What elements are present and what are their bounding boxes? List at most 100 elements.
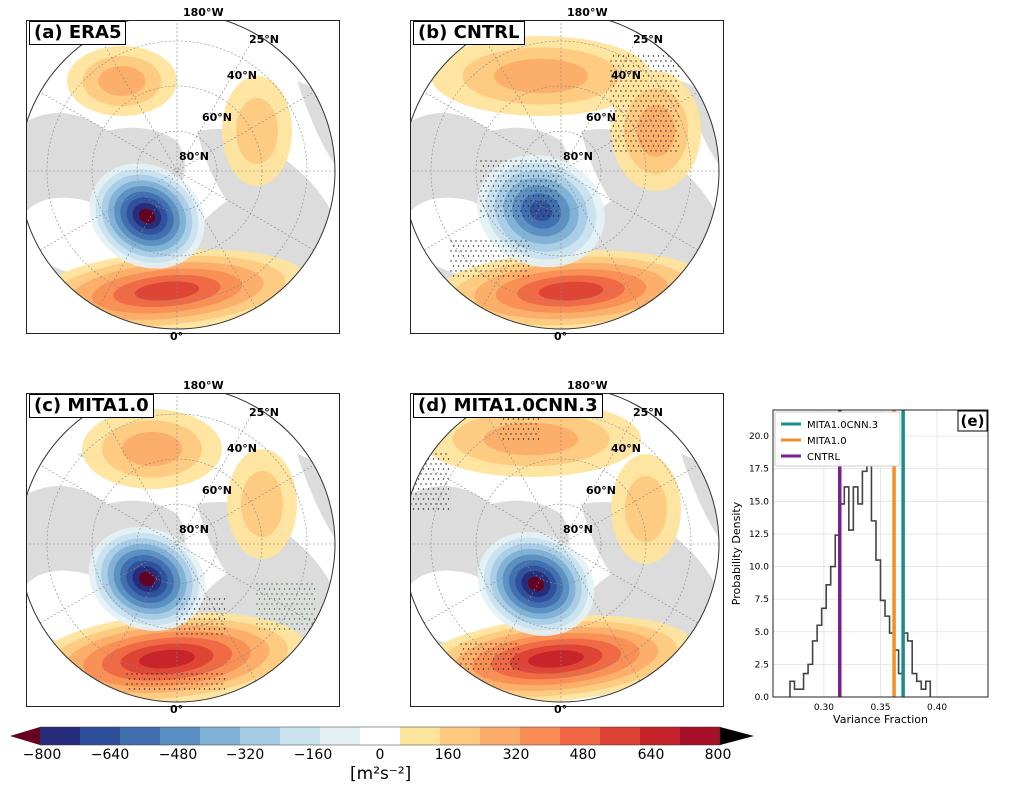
significance-dot bbox=[515, 270, 517, 272]
significance-dot bbox=[545, 210, 547, 212]
significance-dot bbox=[420, 463, 422, 465]
significance-dot bbox=[625, 130, 627, 132]
significance-dot bbox=[480, 250, 482, 252]
significance-dot bbox=[203, 618, 206, 620]
significance-dot bbox=[645, 110, 647, 112]
significance-dot bbox=[485, 190, 487, 192]
significance-dot bbox=[133, 678, 136, 680]
significance-dot bbox=[655, 140, 657, 142]
significance-dot bbox=[517, 428, 520, 430]
significance-dot bbox=[311, 603, 313, 605]
significance-dot bbox=[417, 468, 420, 470]
significance-dot bbox=[472, 658, 475, 660]
significance-dot bbox=[467, 668, 470, 670]
significance-dot bbox=[667, 85, 670, 87]
significance-dot bbox=[208, 608, 211, 610]
x-tick-label: 0.40 bbox=[927, 703, 947, 713]
significance-dot bbox=[652, 115, 655, 117]
colorbar-segment bbox=[40, 727, 81, 745]
significance-dot bbox=[550, 210, 552, 212]
significance-dot bbox=[432, 468, 435, 470]
significance-dot bbox=[650, 150, 652, 152]
significance-dot bbox=[627, 125, 630, 127]
significance-dot bbox=[497, 175, 500, 177]
significance-dot bbox=[211, 623, 213, 625]
significance-dot bbox=[512, 428, 515, 430]
significance-dot bbox=[510, 190, 512, 192]
land-mass bbox=[297, 81, 335, 171]
significance-dot bbox=[475, 643, 477, 645]
significance-dot bbox=[482, 185, 485, 187]
significance-dot bbox=[168, 688, 171, 690]
significance-dot bbox=[515, 190, 517, 192]
negative-anomaly-contour bbox=[138, 571, 156, 587]
significance-dot bbox=[490, 200, 492, 202]
significance-dot bbox=[201, 673, 203, 675]
significance-dot bbox=[677, 105, 680, 107]
legend-box bbox=[774, 411, 901, 467]
significance-dot bbox=[500, 423, 502, 425]
significance-dot bbox=[660, 130, 662, 132]
significance-dot bbox=[303, 628, 306, 630]
significance-dot bbox=[497, 215, 500, 217]
significance-dot bbox=[206, 683, 208, 685]
lat-25-label: 25°N bbox=[633, 406, 664, 419]
significance-dot bbox=[517, 265, 520, 267]
significance-dot bbox=[487, 215, 490, 217]
significance-dot bbox=[670, 140, 672, 142]
histogram-bars bbox=[789, 454, 932, 697]
significance-dot bbox=[515, 210, 517, 212]
significance-dot bbox=[622, 125, 625, 127]
significance-dot bbox=[183, 618, 186, 620]
significance-dot bbox=[455, 260, 457, 262]
significance-dot bbox=[263, 628, 266, 630]
significance-dot bbox=[622, 75, 625, 77]
significance-dot bbox=[637, 85, 640, 87]
significance-dot bbox=[256, 603, 258, 605]
significance-dot bbox=[411, 463, 412, 465]
significance-dot bbox=[507, 245, 510, 247]
significance-dot bbox=[540, 160, 542, 162]
significance-dot bbox=[183, 678, 186, 680]
significance-dot bbox=[622, 115, 625, 117]
significance-dot bbox=[472, 668, 475, 670]
significance-dot bbox=[610, 60, 612, 62]
significance-dot bbox=[452, 245, 455, 247]
significance-dot bbox=[141, 673, 143, 675]
significance-dot bbox=[427, 508, 430, 510]
significance-dot bbox=[288, 618, 291, 620]
lat-60-label: 60°N bbox=[586, 111, 617, 124]
significance-dot bbox=[472, 275, 475, 277]
significance-dot bbox=[276, 593, 278, 595]
map-panel-era5: (a) ERA5 25°N 40°N 60°N 80°N bbox=[26, 20, 340, 334]
significance-dot bbox=[617, 75, 620, 77]
significance-dot bbox=[522, 215, 525, 217]
significance-dot bbox=[532, 165, 535, 167]
significance-dot bbox=[535, 423, 537, 425]
significance-dot bbox=[490, 260, 492, 262]
significance-dot bbox=[268, 618, 271, 620]
positive-anomaly-contour bbox=[528, 650, 584, 668]
significance-dot bbox=[188, 608, 191, 610]
meridian-line bbox=[411, 433, 719, 655]
significance-dot bbox=[482, 275, 485, 277]
significance-dot bbox=[472, 265, 475, 267]
significance-dot bbox=[525, 260, 527, 262]
significance-dot bbox=[640, 140, 642, 142]
significance-dot bbox=[430, 493, 432, 495]
significance-dot bbox=[557, 185, 560, 187]
significance-dot bbox=[208, 678, 211, 680]
significance-dot bbox=[308, 618, 311, 620]
significance-dot bbox=[288, 598, 291, 600]
significance-dot bbox=[505, 423, 507, 425]
significance-dot bbox=[502, 175, 505, 177]
significance-dot bbox=[550, 160, 552, 162]
significance-dot bbox=[512, 265, 515, 267]
colorbar-segment bbox=[160, 727, 201, 745]
significance-dot bbox=[632, 75, 635, 77]
significance-dot bbox=[133, 688, 136, 690]
significance-dot bbox=[510, 250, 512, 252]
significance-dot bbox=[515, 260, 517, 262]
significance-dot bbox=[271, 623, 273, 625]
significance-dot bbox=[218, 688, 221, 690]
